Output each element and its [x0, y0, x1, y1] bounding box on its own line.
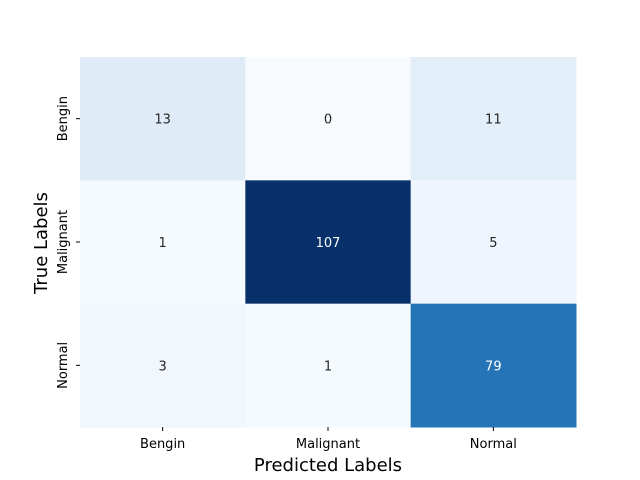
heatmap-cells: 13 0 111 107 53 1 79 — [80, 57, 577, 428]
axis-ticks — [76, 118, 494, 431]
x-tick-label-bengin: Bengin — [140, 437, 185, 452]
heatmap-cell-bengin-malignant — [245, 57, 412, 181]
heatmap-cell-malignant-malignant — [245, 180, 412, 305]
cell-value-normal-normal: 79 — [485, 359, 502, 374]
cell-value-normal-malignant: 1 — [324, 359, 332, 374]
cell-value-normal-bengin: 3 — [159, 359, 167, 374]
y-tick-label-normal: Normal — [56, 342, 71, 389]
heatmap-cell-normal-normal — [410, 303, 577, 428]
heatmap-cell-bengin-bengin — [80, 57, 246, 181]
axis-tick-labels: Bengin Malignant Normal Bengin Malignant Norm… — [56, 96, 517, 452]
heatmap-cell-normal-bengin — [80, 303, 246, 428]
cell-value-malignant-normal: 5 — [489, 236, 497, 251]
y-tick-label-bengin: Bengin — [56, 96, 71, 141]
heatmap-cell-malignant-normal — [410, 180, 577, 305]
x-tick-label-normal: Normal — [470, 437, 517, 452]
y-axis-title: True Labels — [31, 192, 52, 295]
cell-value-bengin-normal: 11 — [485, 113, 502, 128]
heatmap-cell-malignant-bengin — [80, 180, 246, 305]
x-tick-label-malignant: Malignant — [296, 437, 360, 452]
x-axis-title: Predicted Labels — [254, 455, 402, 476]
cell-value-bengin-malignant: 0 — [324, 113, 332, 128]
y-tick-label-malignant: Malignant — [56, 210, 71, 274]
cell-value-bengin-bengin: 13 — [154, 113, 171, 128]
heatmap-cell-bengin-normal — [410, 57, 577, 181]
cell-value-malignant-malignant: 107 — [316, 236, 341, 251]
cell-value-malignant-bengin: 1 — [159, 236, 167, 251]
heatmap-cell-normal-malignant — [245, 303, 412, 428]
